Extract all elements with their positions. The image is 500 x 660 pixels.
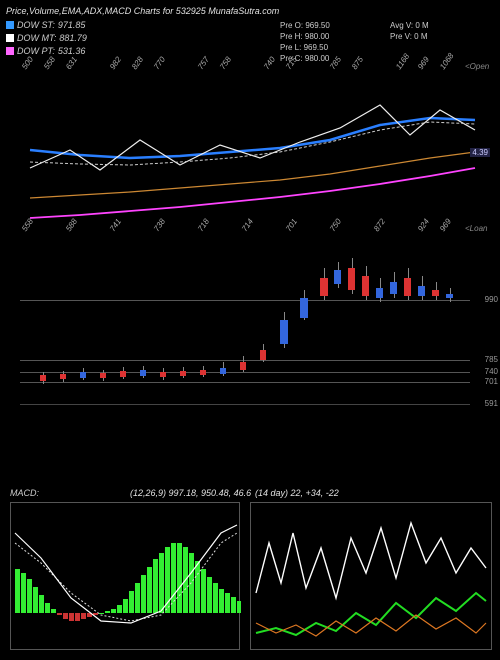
macd-svg [11,503,241,651]
prev-volume-info: Avg V: 0 MPre V: 0 M [390,20,429,42]
axis-tick: 1068 [438,51,456,71]
legend-label: DOW MT: [17,33,56,43]
candle-body [404,278,411,296]
legend-swatch [6,34,14,42]
candle-body [280,320,288,344]
legend-swatch [6,21,14,29]
legend-value: 881.79 [59,33,87,43]
candle-body [300,298,308,318]
grid-line [20,372,470,373]
candle-body [418,286,425,296]
info-line: Pre L: 969.50 [280,42,330,53]
price-level-label: 990 [485,295,498,304]
candle-body [80,372,86,378]
axis-tick: 757 [196,55,211,71]
candle-body [200,370,206,375]
adx-svg [251,503,493,651]
candle-body [446,294,453,298]
candle-body [320,278,328,296]
price-level-label: 785 [485,355,498,364]
info-line: Pre V: 0 M [390,31,429,42]
axis-tick: 740 [262,55,277,71]
axis-tick: 770 [152,55,167,71]
price-level-label: 740 [485,367,498,376]
axis-tick: 785 [328,55,343,71]
legend-label: DOW ST: [17,20,55,30]
macd-info: (12,26,9) 997.18, 950.48, 46.6 [130,488,251,498]
price-ema-chart [20,80,480,220]
axis-tick: 1168 [394,52,411,71]
axis-tick: 500 [20,55,35,71]
grid-line [20,300,470,301]
price-level-label: 591 [485,399,498,408]
grid-line [20,382,470,383]
axis-tick: 758 [218,55,233,71]
candle-body [260,350,266,360]
price-marker: 4.39 [470,148,490,157]
legend-value: 971.85 [58,20,86,30]
candle-body [220,368,226,374]
adx-info: (14 day) 22, +34, -22 [255,488,339,498]
axis-tick: 558 [42,55,57,71]
info-line: Pre O: 969.50 [280,20,330,31]
macd-subchart [10,502,240,650]
chart-title: Price,Volume,EMA,ADX,MACD Charts for 532… [6,6,279,16]
prev-ohlc-info: Pre O: 969.50Pre H: 980.00Pre L: 969.50P… [280,20,330,64]
adx-subchart [250,502,492,650]
candle-body [362,276,369,296]
candle-body [240,362,246,370]
candle-body [120,371,126,377]
candle-body [348,268,355,290]
axis-end-label: <Open [465,62,489,71]
axis-tick: 875 [350,55,365,71]
candle-body [140,370,146,376]
axis-tick: 631 [64,55,79,71]
candle-body [334,270,341,284]
grid-line [20,404,470,405]
axis-end-label: <Loan [465,224,487,233]
axis-tick: 828 [130,55,145,71]
candle-body [180,371,186,376]
info-line: Pre H: 980.00 [280,31,330,42]
candle-body [390,282,397,294]
axis-tick: 969 [416,55,431,71]
axis-tick: 982 [108,55,123,71]
legend-swatch [6,47,14,55]
candle-body [60,374,66,379]
macd-label: MACD: [10,488,39,498]
grid-line [20,360,470,361]
candle-body [432,290,439,296]
info-line: Avg V: 0 M [390,20,429,31]
price-level-label: 701 [485,377,498,386]
candle-body [160,372,166,377]
candle-body [100,373,106,378]
candle-body [40,375,46,381]
candle-body [376,288,383,298]
